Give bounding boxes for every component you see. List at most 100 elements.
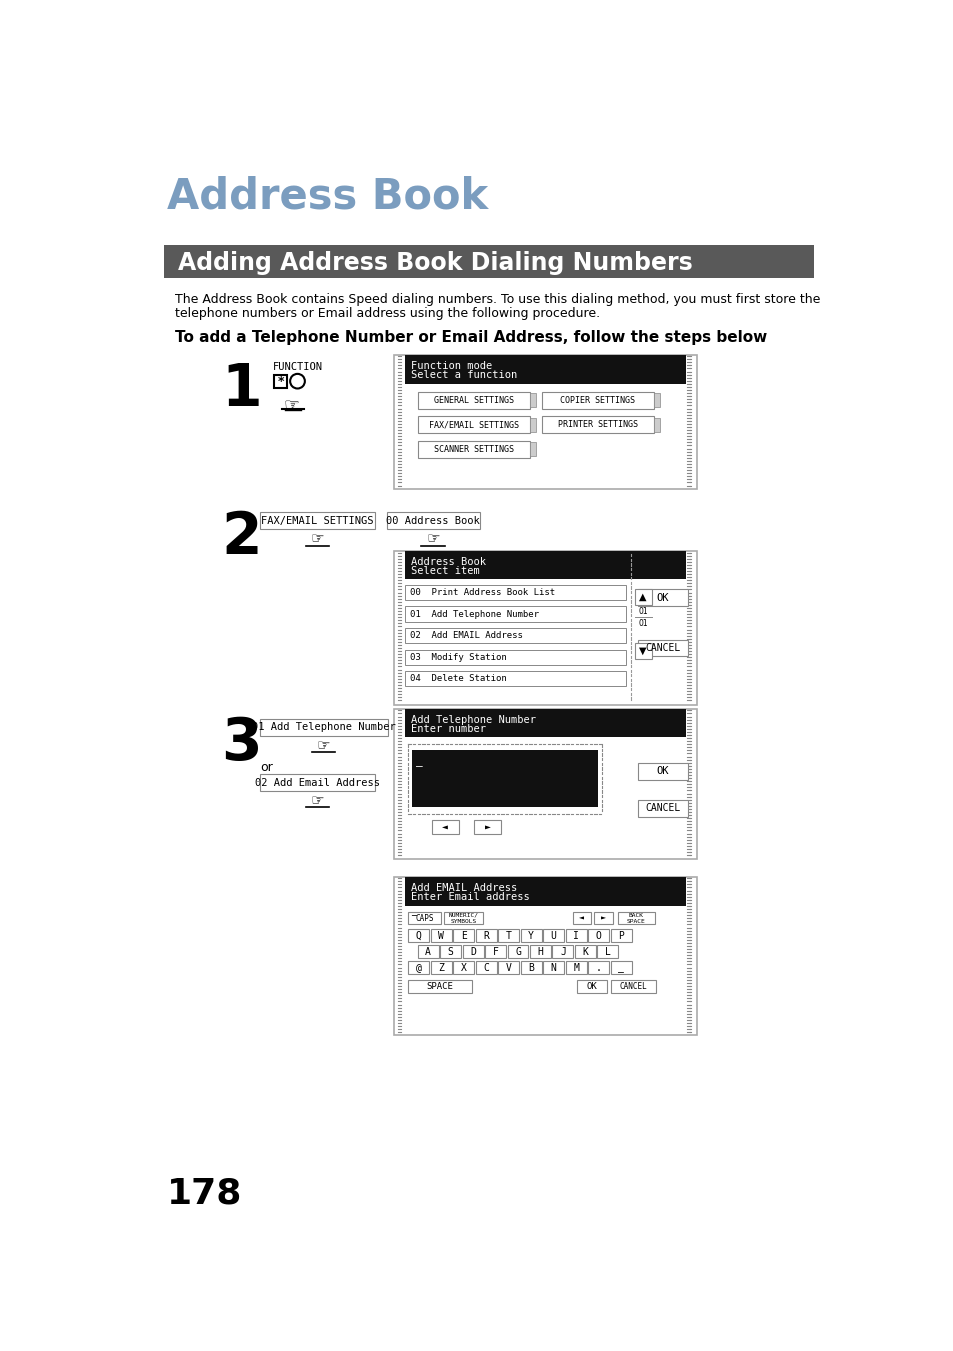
Text: U: U: [550, 931, 556, 940]
Text: _: _: [416, 757, 422, 766]
Text: Y: Y: [528, 931, 534, 940]
Text: W: W: [437, 931, 444, 940]
Text: SPACE: SPACE: [426, 982, 453, 990]
Bar: [476, 962, 497, 974]
Bar: [634, 643, 651, 659]
Bar: [405, 585, 625, 600]
Bar: [594, 912, 612, 924]
Text: V: V: [505, 963, 511, 973]
Bar: [408, 929, 429, 942]
Text: OK: OK: [656, 766, 668, 777]
Text: T: T: [505, 931, 511, 940]
Text: or: or: [260, 761, 273, 774]
Bar: [417, 946, 438, 958]
Text: *: *: [277, 374, 284, 388]
Text: .: .: [595, 963, 601, 973]
Text: 1: 1: [221, 361, 262, 417]
Text: ☞: ☞: [311, 532, 324, 547]
Text: ☞: ☞: [316, 738, 331, 753]
Bar: [431, 929, 452, 942]
Text: ◄: ◄: [442, 821, 448, 832]
Text: GENERAL SETTINGS: GENERAL SETTINGS: [434, 396, 514, 404]
Text: ◄: ◄: [578, 913, 584, 923]
Bar: [386, 512, 479, 530]
Bar: [405, 628, 625, 643]
Text: 00  Print Address Book List: 00 Print Address Book List: [410, 588, 555, 597]
Text: FAX/EMAIL SETTINGS: FAX/EMAIL SETTINGS: [428, 420, 518, 430]
Text: S: S: [447, 947, 453, 957]
Text: H: H: [537, 947, 543, 957]
Text: Q: Q: [416, 931, 421, 940]
Text: Select a function: Select a function: [411, 370, 517, 380]
Text: OK: OK: [586, 982, 597, 990]
Bar: [654, 417, 659, 431]
Bar: [541, 392, 654, 408]
Text: CANCEL: CANCEL: [619, 982, 647, 990]
Text: F: F: [492, 947, 497, 957]
Bar: [462, 946, 483, 958]
Bar: [637, 800, 687, 816]
Text: L: L: [604, 947, 610, 957]
Bar: [542, 962, 563, 974]
Text: G: G: [515, 947, 520, 957]
Text: M: M: [573, 963, 578, 973]
Bar: [408, 962, 429, 974]
Bar: [565, 962, 586, 974]
Text: I: I: [573, 931, 578, 940]
Bar: [431, 962, 452, 974]
Text: B: B: [528, 963, 534, 973]
Bar: [405, 650, 625, 665]
Text: P: P: [618, 931, 623, 940]
Bar: [405, 671, 625, 686]
Text: O: O: [595, 931, 601, 940]
Text: D: D: [470, 947, 476, 957]
Bar: [530, 417, 536, 431]
Bar: [431, 820, 458, 834]
Text: SCANNER SETTINGS: SCANNER SETTINGS: [434, 444, 514, 454]
Bar: [610, 962, 631, 974]
Bar: [520, 929, 541, 942]
Text: ►: ►: [484, 821, 490, 832]
Text: 2: 2: [221, 508, 262, 566]
Bar: [520, 962, 541, 974]
Bar: [637, 763, 687, 780]
Text: Address Book: Address Book: [411, 557, 486, 567]
Bar: [552, 946, 573, 958]
Text: J: J: [559, 947, 565, 957]
Bar: [474, 820, 500, 834]
Bar: [439, 946, 460, 958]
Bar: [405, 607, 625, 621]
Bar: [405, 551, 685, 578]
Text: ☞: ☞: [311, 793, 324, 808]
Text: Function mode: Function mode: [411, 361, 492, 370]
Bar: [405, 354, 685, 384]
Text: Add Telephone Number: Add Telephone Number: [411, 715, 536, 725]
Text: The Address Book contains Speed dialing numbers. To use this dialing method, you: The Address Book contains Speed dialing …: [174, 293, 820, 307]
Bar: [405, 877, 685, 907]
Bar: [260, 512, 375, 530]
Bar: [587, 962, 608, 974]
Text: COPIER SETTINGS: COPIER SETTINGS: [559, 396, 635, 404]
Bar: [394, 551, 696, 705]
Text: Select item: Select item: [411, 566, 479, 577]
Bar: [408, 912, 440, 924]
Bar: [507, 946, 528, 958]
Text: To add a Telephone Number or Email Address, follow the steps below: To add a Telephone Number or Email Addre…: [174, 330, 766, 345]
Text: Enter number: Enter number: [411, 724, 486, 734]
Text: FAX/EMAIL SETTINGS: FAX/EMAIL SETTINGS: [261, 516, 374, 526]
Bar: [417, 392, 530, 408]
Bar: [610, 929, 631, 942]
Text: Adding Address Book Dialing Numbers: Adding Address Book Dialing Numbers: [178, 251, 692, 274]
Text: ☞: ☞: [426, 532, 439, 547]
Text: ☞: ☞: [283, 396, 299, 415]
Bar: [453, 929, 474, 942]
Bar: [611, 979, 656, 993]
Text: 04  Delete Station: 04 Delete Station: [410, 674, 506, 684]
Text: PRINTER SETTINGS: PRINTER SETTINGS: [558, 420, 638, 430]
Text: OK: OK: [656, 593, 668, 603]
Bar: [577, 979, 606, 993]
Text: 178: 178: [167, 1177, 242, 1210]
Bar: [476, 929, 497, 942]
Text: X: X: [460, 963, 466, 973]
Bar: [394, 877, 696, 1035]
